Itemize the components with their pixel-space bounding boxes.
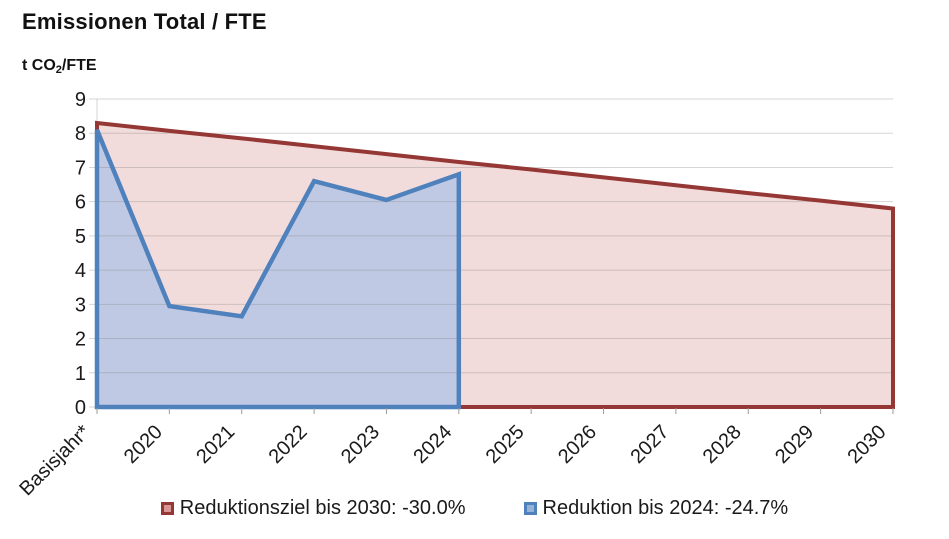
legend-item-reduktionsziel: Reduktionsziel bis 2030: -30.0% (160, 497, 466, 520)
legend-marker-reduktion-2024-icon (523, 502, 537, 515)
x-tick-label-1: 2020 (120, 421, 167, 468)
y-axis-unit-label: t CO2/FTE (22, 57, 97, 76)
legend: Reduktionsziel bis 2030: -30.0% Reduktio… (0, 497, 949, 520)
series-area-fill-1 (97, 129, 459, 408)
y-tick-label-1: 1 (75, 363, 86, 385)
x-tick-label-2: 2021 (192, 421, 239, 468)
y-tick-label-9: 9 (75, 89, 86, 111)
legend-label-reduktionsziel: Reduktionsziel bis 2030: -30.0% (179, 497, 466, 519)
legend-item-reduktion-2024: Reduktion bis 2024: -24.7% (523, 497, 789, 520)
x-tick-label-3: 2022 (265, 421, 312, 468)
y-tick-label-4: 4 (75, 260, 86, 282)
series-line-1 (94, 128, 462, 410)
y-tick-label-2: 2 (75, 329, 86, 351)
unit-suffix: /FTE (61, 57, 97, 74)
legend-label-reduktion-2024: Reduktion bis 2024: -24.7% (542, 497, 789, 519)
x-tick-label-10: 2029 (771, 421, 818, 468)
y-tick-label-7: 7 (75, 157, 86, 179)
y-tick-label-3: 3 (75, 294, 86, 316)
x-tick-label-5: 2024 (409, 421, 456, 468)
x-tick-label-9: 2028 (699, 421, 746, 468)
chart-title: Emissionen Total / FTE (22, 9, 267, 34)
x-tick-label-11: 2030 (844, 421, 891, 468)
unit-subscript: 2 (55, 64, 62, 76)
series-line-0 (95, 120, 895, 409)
y-tick-label-5: 5 (75, 226, 86, 248)
y-tick-label-8: 8 (75, 123, 86, 145)
x-tick-label-4: 2023 (337, 421, 384, 468)
y-tick-label-0: 0 (75, 397, 86, 419)
unit-prefix: t CO (22, 57, 56, 74)
x-tick-label-7: 2026 (554, 421, 601, 468)
x-tick-label-8: 2027 (626, 421, 673, 468)
legend-marker-reduktionsziel-icon (160, 502, 174, 515)
y-tick-label-6: 6 (75, 192, 86, 214)
x-tick-label-0: Basisjahr* (15, 421, 94, 500)
x-tick-label-6: 2025 (482, 421, 529, 468)
